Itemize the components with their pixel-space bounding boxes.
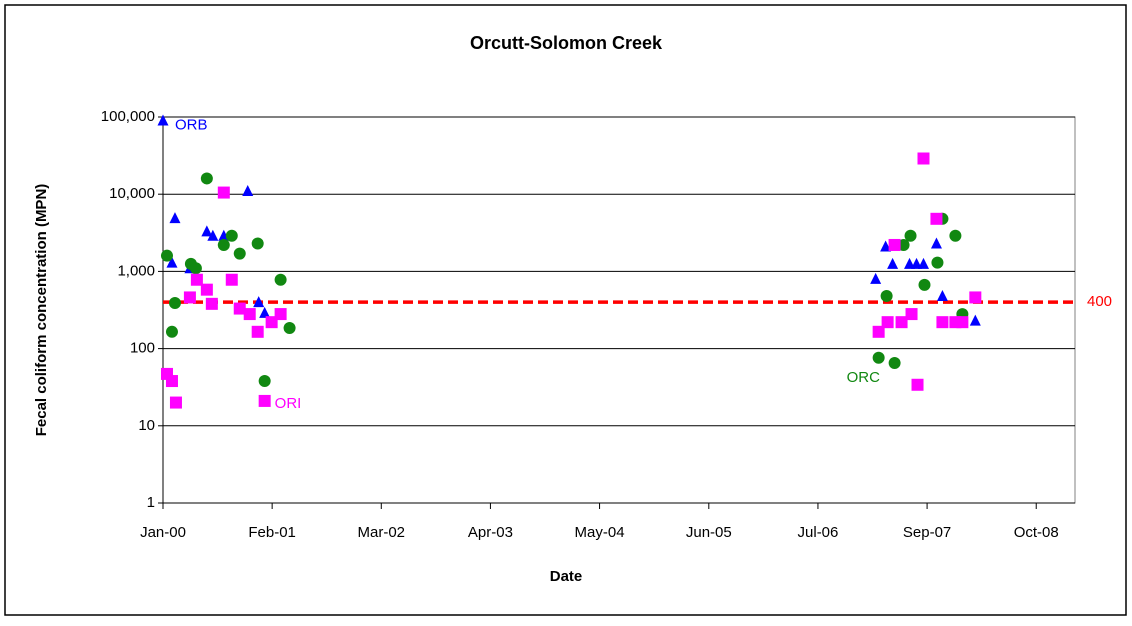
point [888, 357, 901, 370]
point [949, 229, 962, 242]
point [169, 212, 181, 224]
x-tick-label: Mar-02 [358, 524, 406, 541]
point [207, 229, 219, 241]
y-tick-label: 10,000 [109, 185, 155, 202]
chart-title: Orcutt-Solomon Creek [470, 33, 663, 53]
point [887, 257, 899, 269]
series-label: ORB [175, 117, 208, 134]
plot-area [162, 116, 1076, 504]
x-tick-label: Apr-03 [468, 524, 513, 541]
point [225, 273, 238, 286]
point [200, 172, 213, 185]
point [166, 256, 178, 268]
point [157, 114, 169, 126]
point [169, 396, 182, 409]
point [205, 297, 218, 310]
point [969, 291, 982, 304]
point [200, 283, 213, 296]
y-tick-label: 1 [147, 494, 155, 511]
series-label: ORC [847, 369, 881, 386]
point [168, 296, 181, 309]
y-tick-label: 1,000 [117, 262, 155, 279]
point [251, 237, 264, 250]
point [233, 247, 246, 260]
point [872, 351, 885, 364]
point [189, 262, 202, 275]
point [930, 237, 942, 249]
point [918, 278, 931, 291]
point [251, 325, 264, 338]
point [258, 375, 271, 388]
point [183, 291, 196, 304]
point [956, 316, 969, 329]
x-axis-title: Date [550, 568, 583, 585]
point [225, 229, 238, 242]
point [895, 316, 908, 329]
point [911, 378, 924, 391]
x-tick-label: Oct-08 [1014, 524, 1059, 541]
point [242, 185, 254, 197]
x-tick-label: May-04 [575, 524, 625, 541]
point [274, 273, 287, 286]
point [233, 302, 246, 315]
point [258, 394, 271, 407]
point [283, 321, 296, 334]
x-tick-label: Feb-01 [248, 524, 296, 541]
point [165, 375, 178, 388]
point [969, 314, 981, 326]
point [904, 257, 916, 269]
threshold-label: 400 [1087, 293, 1112, 310]
y-axis-title: Fecal coliform concentration (MPN) [33, 184, 50, 437]
point [880, 240, 892, 252]
point [936, 316, 949, 329]
x-tick-label: Jun-05 [686, 524, 732, 541]
y-tick-label: 100 [130, 340, 155, 357]
y-tick-label: 100,000 [101, 108, 155, 125]
point [917, 152, 930, 165]
point [259, 306, 271, 318]
point [253, 296, 265, 308]
point [165, 325, 178, 338]
point [872, 325, 885, 338]
point [905, 308, 918, 321]
x-tick-label: Sep-07 [903, 524, 951, 541]
point [930, 212, 943, 225]
x-tick-label: Jul-06 [798, 524, 839, 541]
point [201, 225, 213, 237]
point [904, 229, 917, 242]
point [936, 290, 948, 302]
point [911, 257, 923, 269]
point [870, 272, 882, 284]
series-label: ORI [275, 395, 302, 412]
x-tick-label: Jan-00 [140, 524, 186, 541]
point [881, 316, 894, 329]
point [217, 186, 230, 199]
point [217, 238, 230, 251]
point [888, 238, 901, 251]
point [160, 249, 173, 262]
y-tick-label: 10 [138, 417, 155, 434]
point [243, 308, 256, 321]
point [190, 273, 203, 286]
point [880, 290, 893, 303]
point [917, 257, 929, 269]
point [274, 308, 287, 321]
point [931, 256, 944, 269]
